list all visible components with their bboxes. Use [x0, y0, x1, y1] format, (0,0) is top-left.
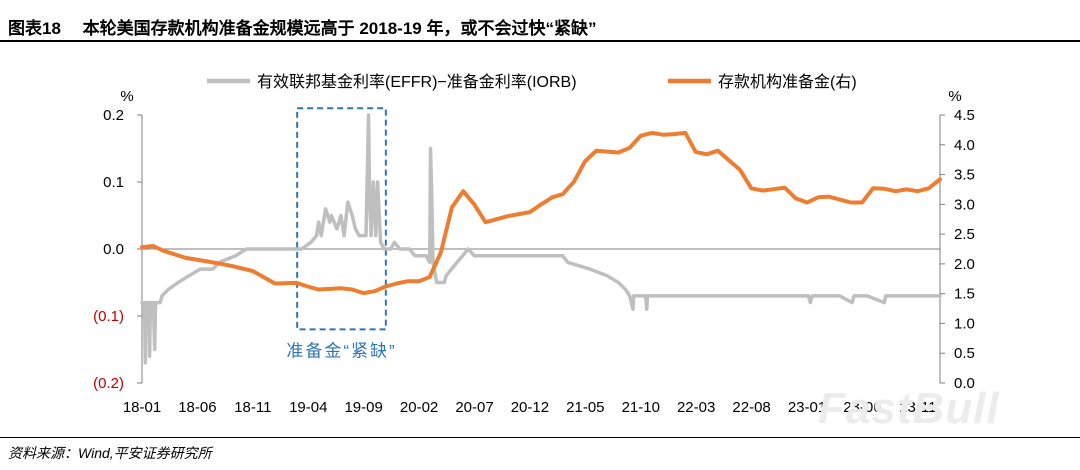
x-tick-label: 18-06 — [178, 399, 216, 416]
x-tick-label: 20-12 — [511, 399, 549, 416]
figure-header: 图表18 本轮美国存款机构准备金规模远高于 2018-19 年，或不会过快“紧缺… — [0, 0, 1080, 44]
left-tick-label: (0.1) — [93, 308, 124, 325]
x-tick-label: 21-05 — [566, 399, 604, 416]
footer-rule — [0, 437, 1080, 438]
x-tick-label: 20-07 — [455, 399, 493, 416]
right-tick-label: 3.0 — [954, 196, 975, 213]
right-axis-unit: % — [948, 88, 961, 105]
left-tick-label: 0.2 — [103, 107, 124, 124]
x-tick-label: 19-09 — [344, 399, 382, 416]
x-tick-label: 21-10 — [622, 399, 660, 416]
tightness-annotation-label: 准备金“紧缺” — [286, 341, 396, 360]
right-tick-label: 0.5 — [954, 345, 975, 362]
right-tick-label: 1.0 — [954, 315, 975, 332]
right-tick-label: 4.5 — [954, 107, 975, 124]
left-tick-label: 0.0 — [103, 241, 124, 258]
left-axis-unit: % — [120, 88, 133, 105]
x-tick-label: 20-02 — [400, 399, 438, 416]
dual-axis-line-chart: 0.2 0.1 0.0 (0.1) (0.2)% 4.5 4.0 3.5 3.0 2.5 2.0 1.… — [93, 73, 975, 416]
right-tick-label: 2.5 — [954, 226, 975, 243]
left-tick-label: (0.2) — [93, 375, 124, 392]
series-line-reserves — [140, 130, 942, 296]
right-tick-label: 1.5 — [954, 286, 975, 303]
x-tick-label: 23-11 — [899, 399, 936, 416]
right-tick-label: 0.0 — [954, 375, 975, 392]
legend-label-reserves: 存款机构准备金(右) — [718, 73, 857, 91]
figure-title: 图表18 本轮美国存款机构准备金规模远高于 2018-19 年，或不会过快“紧缺… — [8, 19, 597, 38]
right-tick-label: 2.0 — [954, 256, 975, 273]
x-tick-label: 22-03 — [677, 399, 715, 416]
x-tick-label: 23-06 — [843, 399, 881, 416]
x-tick-label: 19-04 — [289, 399, 327, 416]
right-tick-label: 4.0 — [954, 137, 975, 154]
series-line-effr-iorb-spread — [140, 113, 942, 365]
tightness-highlight-box — [296, 107, 387, 331]
right-tick-label: 3.5 — [954, 167, 975, 184]
left-tick-label: 0.1 — [103, 174, 124, 191]
x-tick-label: 23-01 — [788, 399, 826, 416]
x-tick-label: 22-08 — [732, 399, 770, 416]
x-tick-label: 18-01 — [123, 399, 161, 416]
watermark-logo: FastBull — [818, 384, 1000, 433]
legend-label-effr-iorb-spread: 有效联邦基金利率(EFFR)−准备金利率(IORB) — [257, 73, 577, 91]
header-rule — [0, 40, 1080, 42]
x-tick-label: 18-11 — [234, 399, 271, 416]
source-note: 资料来源：Wind,平安证券研究所 — [8, 445, 212, 461]
